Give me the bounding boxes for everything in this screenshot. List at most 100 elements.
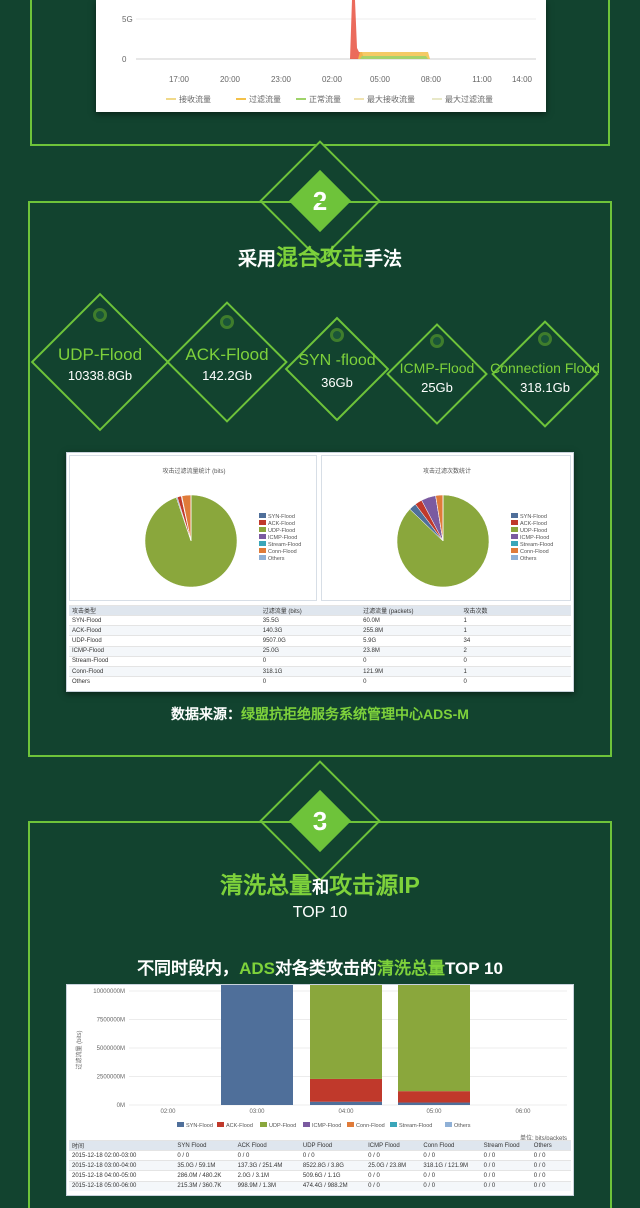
attack-name: SYN -flood bbox=[298, 352, 376, 369]
table-cell: 2015-12-18 04:00-05:00 bbox=[69, 1170, 175, 1182]
title-highlight: 混合攻击 bbox=[275, 245, 364, 270]
table-header: 攻击次数 bbox=[460, 605, 571, 616]
cleaning-table: 时间 SYN Flood ACK Flood UDP Flood ICMP Flood C… bbox=[69, 1140, 571, 1192]
table-cell: 0 / 0 bbox=[480, 1160, 531, 1171]
legend-swatch bbox=[259, 555, 266, 560]
received-traffic-area bbox=[350, 0, 364, 59]
legend-label: Others bbox=[268, 556, 285, 562]
legend-label: SYN-Flood bbox=[186, 1123, 213, 1129]
pie-right-title: 攻击过滤次数统计 bbox=[422, 469, 471, 475]
cleaning-bar-chart: 10000000M 7500000M 5000000M 2500000M 0M 过滤流量 … bbox=[75, 0, 567, 1129]
attack-value: 10338.8Gb bbox=[67, 367, 133, 383]
table-cell: 35.0G / 59.1M bbox=[174, 1160, 235, 1171]
table-header: UDP Flood bbox=[299, 1140, 366, 1151]
y-tick: 0M bbox=[117, 1103, 125, 1109]
legend-label: ICMP-Flood bbox=[312, 1123, 341, 1129]
y-tick: 7500000M bbox=[97, 1018, 125, 1024]
x-tick: 02:00 bbox=[160, 1109, 176, 1115]
legend-label: 最大接收流量 bbox=[367, 94, 415, 104]
table-row: ACK-Flood 140.3G 255.8M 1 bbox=[69, 625, 571, 636]
section3-line: 不同时段内，ADS对各类攻击的清洗总量TOP 10 bbox=[0, 954, 640, 979]
section3-title: 清洗总量和攻击源IP bbox=[0, 866, 640, 900]
table-row: SYN-Flood 35.5G 60.0M 1 bbox=[69, 614, 571, 626]
legend-label: ICMP-Flood bbox=[520, 535, 549, 541]
table-cell: 34 bbox=[460, 635, 571, 647]
legend-label: UDP-Flood bbox=[268, 528, 295, 534]
table-cell: 8522.8G / 3.8G bbox=[299, 1160, 366, 1171]
table-header: Stream Flood bbox=[480, 1140, 531, 1151]
table-header: 过滤流量 (bits) bbox=[259, 605, 361, 616]
table-cell: 23.8M bbox=[360, 645, 461, 657]
x-tick: 23:00 bbox=[271, 75, 292, 84]
legend-label: ACK-Flood bbox=[268, 521, 295, 527]
table-row: Others 0 0 0 bbox=[69, 676, 571, 687]
table-row: 2015-12-18 05:00-06:00 215.3M / 360.7K 998… bbox=[69, 1180, 571, 1192]
table-cell: 0 bbox=[360, 676, 461, 687]
y-tick: 0 bbox=[122, 55, 127, 64]
data-source: 数据来源：绿盟抗拒绝服务系统管理中心ADS-M bbox=[0, 704, 640, 724]
table-row: ICMP-Flood 25.0G 23.8M 2 bbox=[69, 645, 571, 657]
table-cell: 318.1G / 121.9M bbox=[420, 1160, 481, 1171]
attack-table: 攻击类型 过滤流量 (bits) 过滤流量 (packets) 攻击次数 SYN-Flo… bbox=[69, 605, 571, 687]
table-row: Stream-Flood 0 0 0 bbox=[69, 655, 571, 667]
line-part: TOP 10 bbox=[444, 959, 503, 978]
section2-frame bbox=[28, 201, 612, 757]
y-tick: 5000000M bbox=[97, 1046, 125, 1052]
table-cell: 2015-12-18 02:00-03:00 bbox=[69, 1149, 175, 1161]
table-header: 时间 bbox=[69, 1140, 175, 1151]
legend-label: Conn-Flood bbox=[268, 549, 297, 555]
table-cell: 0 / 0 bbox=[365, 1149, 421, 1161]
table-row: 2015-12-18 04:00-05:00 286.0M / 480.2K 2.0… bbox=[69, 1170, 571, 1182]
table-cell: 474.4G / 988.2M bbox=[299, 1180, 366, 1192]
legend-label: 接收流量 bbox=[179, 94, 211, 104]
table-cell: Stream-Flood bbox=[69, 655, 260, 667]
table-header: Others bbox=[530, 1140, 571, 1151]
table-header: SYN Flood bbox=[174, 1140, 235, 1151]
table-cell: 0 bbox=[460, 676, 571, 687]
table-cell: 2.0G / 3.1M bbox=[234, 1170, 300, 1182]
bar-segment bbox=[310, 1101, 382, 1105]
table-header: 攻击类型 bbox=[69, 605, 260, 616]
legend-label: ACK-Flood bbox=[226, 1123, 253, 1129]
table-cell: 0 bbox=[460, 655, 571, 667]
x-tick: 20:00 bbox=[220, 75, 241, 84]
attack-value: 25Gb bbox=[421, 379, 453, 395]
pie-chart-count bbox=[396, 494, 490, 588]
table-cell: ICMP-Flood bbox=[69, 645, 260, 657]
legend-swatch bbox=[511, 555, 518, 560]
legend-swatch bbox=[259, 541, 266, 546]
data-source-label: 数据来源： bbox=[171, 706, 242, 722]
x-tick: 03:00 bbox=[249, 1109, 265, 1115]
table-row: Conn-Flood 318.1G 121.9M 1 bbox=[69, 665, 571, 677]
attack-item: Connection Flood 318.1Gb bbox=[465, 294, 625, 454]
table-cell: UDP-Flood bbox=[69, 635, 260, 647]
table-cell: 0 / 0 bbox=[530, 1170, 571, 1182]
x-tick: 08:00 bbox=[421, 75, 442, 84]
table-cell: 5.9G bbox=[360, 635, 461, 647]
table-header: ICMP Flood bbox=[365, 1140, 421, 1151]
legend-label: SYN-Flood bbox=[520, 514, 547, 520]
legend-swatch bbox=[259, 534, 266, 539]
section2-title: 采用混合攻击手法 bbox=[0, 240, 640, 272]
attack-value: 318.1Gb bbox=[520, 379, 570, 395]
attack-stats-panel: 攻击过滤流量统计 (bits) SYN-Flood ACK-Flood UDP-Fl… bbox=[66, 452, 574, 692]
pie-left-title: 攻击过滤流量统计 (bits) bbox=[162, 469, 226, 475]
table-cell: 0 bbox=[259, 676, 361, 687]
legend-label: UDP-Flood bbox=[269, 1123, 296, 1129]
legend-swatch bbox=[511, 541, 518, 546]
legend-swatch bbox=[511, 527, 518, 532]
legend-swatch bbox=[259, 527, 266, 532]
line-part: ADS bbox=[239, 959, 275, 978]
attack-value: 36Gb bbox=[321, 374, 353, 390]
legend-label: Stream-Flood bbox=[268, 542, 301, 548]
bar-segment bbox=[310, 0, 382, 1079]
x-tick: 05:00 bbox=[370, 75, 391, 84]
title-cleaning-total: 清洗总量 bbox=[220, 872, 313, 898]
table-cell: 215.3M / 360.7K bbox=[174, 1180, 235, 1192]
table-cell: 137.3G / 251.4M bbox=[234, 1160, 300, 1171]
table-cell: 0 / 0 bbox=[530, 1149, 571, 1161]
normal-traffic-area bbox=[360, 56, 428, 59]
table-cell: 0 / 0 bbox=[480, 1149, 531, 1161]
table-cell: 509.6G / 1.1G bbox=[299, 1170, 366, 1182]
